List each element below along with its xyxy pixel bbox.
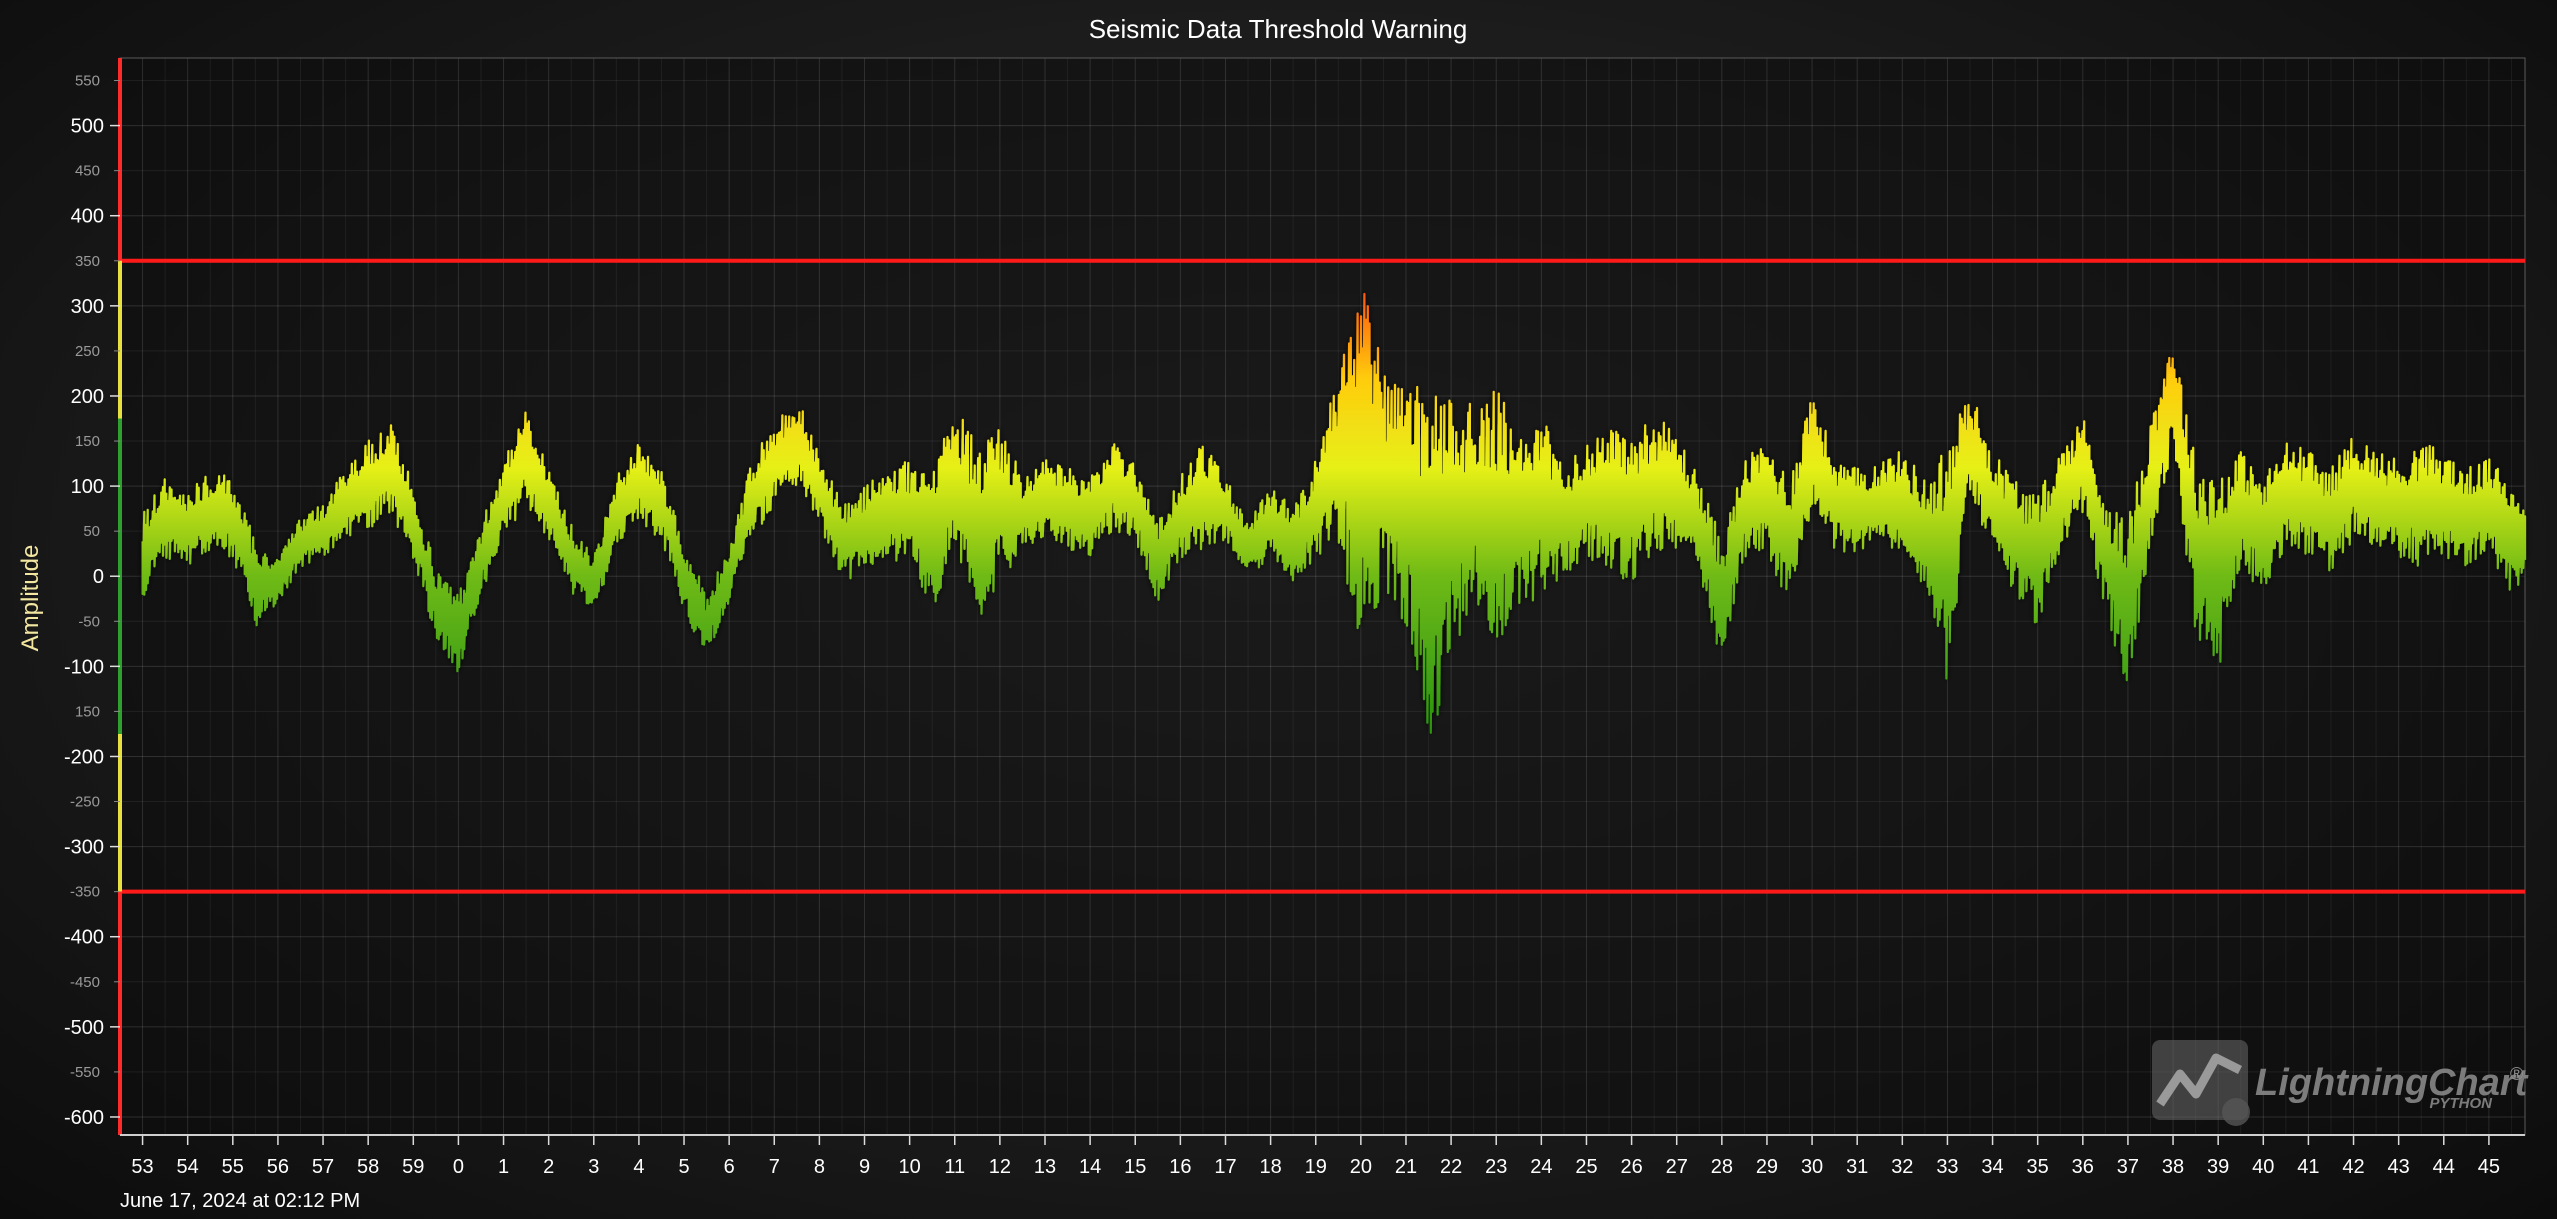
watermark-reg: ® [2510,1064,2523,1084]
y-minor-tick-label: 450 [75,163,100,180]
y-tick-label: 500 [71,116,104,138]
y-tick-label: 300 [71,296,104,318]
x-tick-label: 37 [2117,1156,2139,1178]
y-minor-tick-label: 250 [75,343,100,360]
x-tick-label: 27 [1666,1156,1688,1178]
x-tick-label: 59 [402,1156,424,1178]
x-tick-label: 29 [1756,1156,1778,1178]
y-minor-tick-label: -50 [78,613,100,630]
y-minor-tick-label: 150 [75,433,100,450]
x-tick-label: 39 [2207,1156,2229,1178]
x-tick-label: 17 [1214,1156,1236,1178]
y-tick-label: 100 [71,476,104,498]
x-tick-label: 6 [724,1156,735,1178]
x-tick-label: 12 [989,1156,1011,1178]
x-tick-label: 22 [1440,1156,1462,1178]
x-tick-label: 58 [357,1156,379,1178]
x-tick-label: 35 [2027,1156,2049,1178]
watermark-sub: PYTHON [2429,1095,2493,1112]
x-tick-label: 20 [1350,1156,1372,1178]
x-tick-label: 25 [1575,1156,1597,1178]
x-tick-label: 21 [1395,1156,1417,1178]
y-axis-label: Amplitude [17,545,44,652]
x-tick-label: 5 [678,1156,689,1178]
x-tick-label: 26 [1620,1156,1642,1178]
y-tick-label: -400 [64,927,104,949]
y-axis-ticks: 500 400 300 200 100 0 -100 -200 -300 -400 -500 -600… [64,73,120,1129]
timestamp: June 17, 2024 at 02:12 PM [120,1190,360,1212]
x-tick-label: 33 [1936,1156,1958,1178]
x-tick-label: 32 [1891,1156,1913,1178]
x-tick-label: 34 [1981,1156,2003,1178]
y-minor-tick-label: 50 [83,523,100,540]
x-tick-label: 7 [769,1156,780,1178]
x-tick-label: 3 [588,1156,599,1178]
x-tick-label: 56 [267,1156,289,1178]
y-tick-label: -500 [64,1017,104,1039]
y-minor-tick-label: 550 [75,73,100,90]
y-minor-tick-label: 150 [75,703,100,720]
x-tick-label: 9 [859,1156,870,1178]
x-tick-label: 13 [1034,1156,1056,1178]
y-minor-tick-label: -450 [70,974,100,991]
y-minor-tick-label: -550 [70,1064,100,1081]
y-tick-label: -600 [64,1107,104,1129]
x-tick-label: 54 [177,1156,199,1178]
x-tick-label: 43 [2388,1156,2410,1178]
x-tick-label: 0 [453,1156,464,1178]
x-tick-label: 53 [131,1156,153,1178]
x-tick-label: 10 [899,1156,921,1178]
x-tick-label: 40 [2252,1156,2274,1178]
x-tick-label: 18 [1259,1156,1281,1178]
x-tick-label: 23 [1485,1156,1507,1178]
x-tick-label: 31 [1846,1156,1868,1178]
x-tick-label: 2 [543,1156,554,1178]
x-tick-label: 1 [498,1156,509,1178]
x-tick-label: 44 [2433,1156,2455,1178]
y-tick-label: -100 [64,656,104,678]
x-tick-label: 28 [1711,1156,1733,1178]
x-tick-label: 41 [2297,1156,2319,1178]
y-minor-tick-label: 350 [75,253,100,270]
x-tick-label: 45 [2478,1156,2500,1178]
y-tick-label: -200 [64,746,104,768]
y-tick-label: 400 [71,206,104,228]
x-tick-label: 55 [222,1156,244,1178]
x-tick-label: 19 [1305,1156,1327,1178]
lightningchart-logo [2152,1040,2250,1126]
y-tick-label: -300 [64,837,104,859]
x-tick-label: 24 [1530,1156,1552,1178]
x-tick-label: 11 [944,1156,965,1178]
x-tick-label: 14 [1079,1156,1101,1178]
y-minor-tick-label: -350 [70,884,100,901]
chart-title: Seismic Data Threshold Warning [1089,14,1468,44]
x-tick-label: 38 [2162,1156,2184,1178]
x-tick-label: 8 [814,1156,825,1178]
x-tick-label: 15 [1124,1156,1146,1178]
x-tick-label: 4 [633,1156,644,1178]
x-tick-label: 16 [1169,1156,1191,1178]
x-tick-label: 30 [1801,1156,1823,1178]
x-tick-label: 57 [312,1156,334,1178]
x-tick-label: 36 [2072,1156,2094,1178]
y-tick-label: 0 [93,566,104,588]
y-tick-label: 200 [71,386,104,408]
x-tick-label: 42 [2342,1156,2364,1178]
y-minor-tick-label: -250 [70,794,100,811]
x-axis-ticks: 53 54 55 56 57 58 59 0 1 2 3 4 5 6 7 8 9 10 11 12 13 14 15 16 17… [131,1135,2500,1178]
